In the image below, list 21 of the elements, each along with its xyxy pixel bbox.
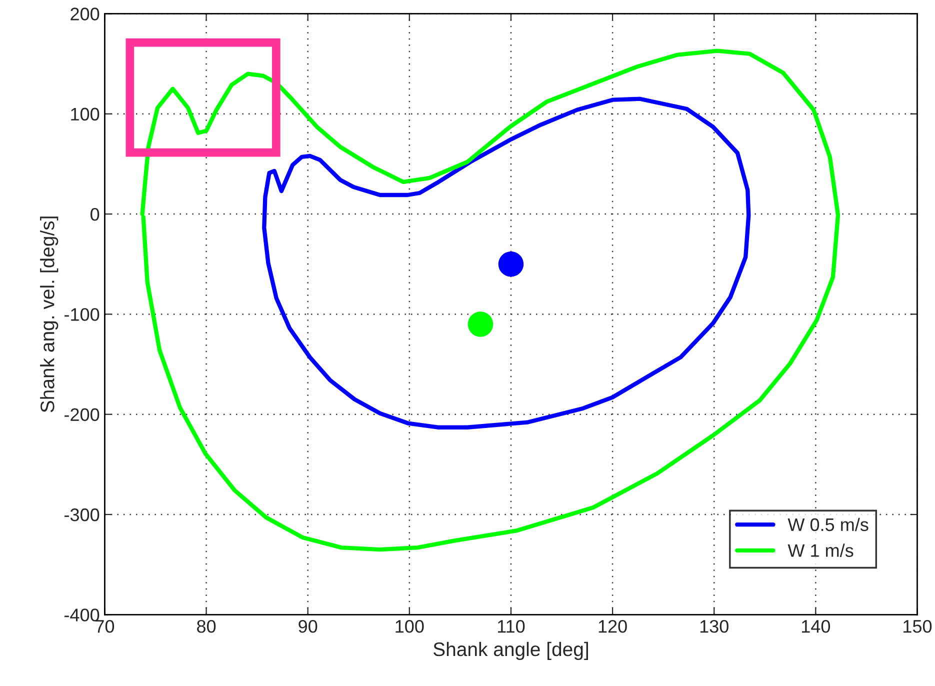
y-tick-label: 200 [70,8,100,20]
x-tick-label: 70 [96,620,114,633]
y-tick-label: -400 [64,608,100,622]
y-tick-label: -300 [64,508,100,522]
x-tick-label: 120 [598,620,627,633]
y-axis-title: Shank ang. vel. [deg/s] [40,216,58,412]
line-series [262,96,751,430]
x-axis-title: Shank angle [deg] [433,642,588,660]
x-tick-label: 110 [498,620,525,633]
legend-label: W 0.5 m/s [788,518,868,532]
legend-label: W 1 m/s [788,544,854,557]
x-tick-label: 80 [197,620,216,633]
x-tick-label: 100 [396,620,424,633]
x-tick-label: 140 [802,620,830,633]
x-tick-label: 130 [700,620,728,633]
y-tick-label: -200 [64,408,100,422]
y-tick-label: -100 [64,308,100,321]
x-tick-label: 150 [904,620,932,633]
x-tick-label: 90 [298,620,318,633]
y-tick-label: 0 [90,208,100,221]
y-tick-label: 100 [71,108,100,121]
